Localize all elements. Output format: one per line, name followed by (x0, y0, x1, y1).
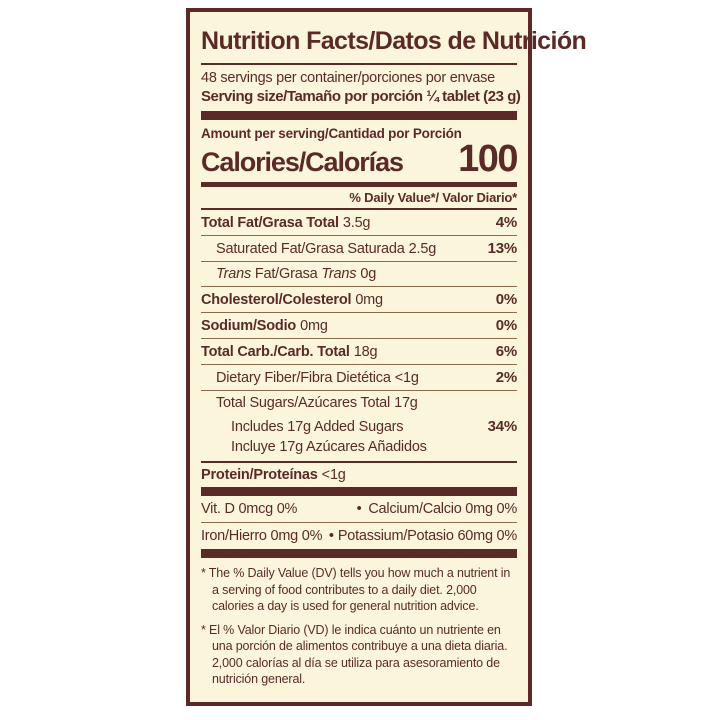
divider-thick-bottom (201, 487, 517, 497)
row-divider (201, 390, 517, 392)
nutrient-daily-value: 4% (495, 214, 517, 232)
nutrient-daily-value: 13% (487, 240, 518, 258)
nutrient-name: Dietary Fiber/Fibra Dietética (216, 370, 391, 387)
amount-per-serving: Amount per serving/Cantidad por Porción (201, 126, 462, 142)
nutrient-daily-value: 0% (495, 317, 517, 335)
calories-label: Calories/Calorías (201, 147, 404, 178)
nutrient-row: Cholesterol/Colesterol 0mg 0% (201, 287, 517, 312)
added-sugars-line-es: Incluye 17g Azúcares Añadidos (231, 438, 427, 455)
nutrient-list: Total Fat/Grasa Total 3.5g 4% Saturated Fat… (201, 210, 517, 461)
nutrient-row: Total Sugars/Azúcares Total 17g (201, 391, 517, 415)
divider-under-dv-header (201, 208, 517, 211)
daily-value-header: % Daily Value*/ Valor Diario* (349, 190, 517, 206)
micronutrient-row: Iron/Hierro 0mg 0% • Potassium/Potasio 60m… (201, 523, 517, 549)
nutrient-name: Sodium/Sodio (201, 318, 297, 335)
divider-above-protein (201, 461, 517, 464)
nutrient-amount: 17g (394, 395, 418, 412)
calories-row: Calories/Calorías 100 (201, 138, 518, 182)
footnote: * El % Valor Diario (VD) le indica cuánt… (201, 622, 508, 687)
nutrient-name: Total Fat/Grasa Total (201, 215, 339, 232)
added-sugars-row: Includes 17g Added Sugars Incluye 17g Azú… (201, 415, 517, 461)
nutrient-row: Trans Fat/Grasa Trans 0g (201, 262, 517, 286)
nutrient-name: Saturated Fat/Grasa Saturada (216, 241, 405, 258)
servings-per-container: 48 servings per container/porciones por … (201, 70, 495, 87)
micronutrient-left: Iron/Hierro 0mg 0% (201, 528, 323, 545)
nutrient-name: Trans Fat/Grasa Trans (216, 266, 357, 283)
nutrient-name: Total Carb./Carb. Total (201, 344, 350, 361)
row-divider (201, 261, 517, 263)
nutrient-amount: 0g (360, 266, 377, 283)
row-divider (201, 338, 517, 340)
divider-thick-top (201, 111, 517, 121)
micronutrient-right: Calcium/Calcio 0mg 0% (368, 501, 517, 518)
serving-size: Serving size/Tamaño por porción ¼ tablet… (201, 88, 521, 106)
nutrient-daily-value: 0% (495, 291, 517, 309)
nutrient-amount: 0mg (355, 292, 383, 309)
row-divider (201, 312, 517, 314)
row-divider (201, 286, 517, 288)
divider-above-footnotes (201, 549, 517, 559)
protein-amount: <1g (321, 467, 346, 484)
nutrient-row: Total Carb./Carb. Total 18g 6% (201, 339, 517, 364)
nutrient-row: Saturated Fat/Grasa Saturada 2.5g 13% (201, 236, 517, 261)
bullet-separator-icon: • (328, 528, 334, 545)
bullet-separator-icon: • (356, 501, 362, 518)
divider-under-calories (201, 182, 517, 188)
nutrient-row: Dietary Fiber/Fibra Dietética <1g 2% (201, 365, 517, 390)
nutrient-name: Total Sugars/Azúcares Total (216, 395, 391, 412)
row-divider (201, 364, 517, 366)
micronutrient-right: Potassium/Potasio 60mg 0% (337, 528, 517, 545)
nutrient-amount: 3.5g (342, 215, 371, 232)
divider-under-title (201, 63, 517, 66)
nutrient-amount: 2.5g (408, 241, 437, 258)
protein-label: Protein/Proteínas (201, 467, 318, 484)
row-divider (201, 522, 517, 524)
footnote: * The % Daily Value (DV) tells you how m… (201, 566, 511, 614)
added-sugars-daily-value: 34% (487, 418, 518, 436)
micronutrient-row: Vit. D 0mcg 0% • Calcium/Calcio 0mg 0% (201, 496, 517, 522)
row-divider (201, 235, 517, 237)
nutrient-amount: 0mg (300, 318, 328, 335)
nutrient-amount: 18g (353, 344, 378, 361)
nutrient-row: Sodium/Sodio 0mg 0% (201, 313, 517, 338)
nutrient-amount: <1g (394, 370, 419, 387)
calories-value: 100 (458, 138, 518, 181)
nutrient-daily-value: 2% (495, 369, 517, 387)
added-sugars-line-en: Includes 17g Added Sugars (231, 419, 404, 436)
nutrient-daily-value: 6% (495, 343, 517, 361)
footnotes: * The % Daily Value (DV) tells you how m… (201, 558, 517, 688)
nutrient-row: Total Fat/Grasa Total 3.5g 4% (201, 210, 517, 235)
label-title: Nutrition Facts/Datos de Nutrición (201, 27, 587, 55)
micronutrient-left: Vit. D 0mcg 0% (201, 501, 298, 518)
nutrition-facts-label: Nutrition Facts/Datos de Nutrición 48 se… (186, 8, 587, 706)
nutrient-name: Cholesterol/Colesterol (201, 292, 352, 309)
protein-row: Protein/Proteínas <1g (201, 463, 517, 487)
micronutrient-list: Vit. D 0mcg 0% • Calcium/Calcio 0mg 0% Iron… (201, 496, 517, 549)
